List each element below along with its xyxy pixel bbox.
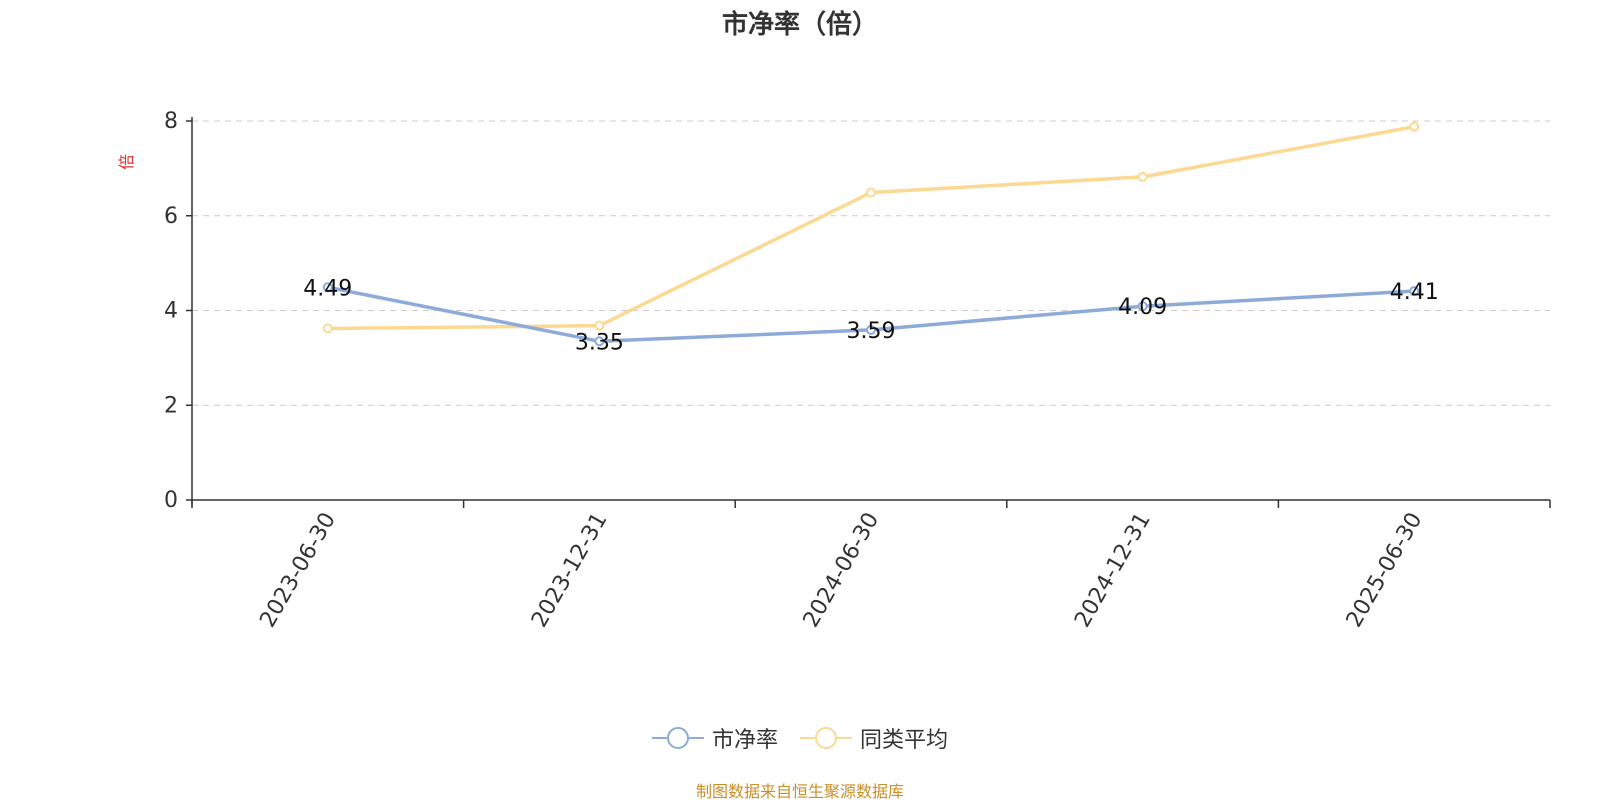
series-layer [322, 121, 1420, 347]
legend-symbol-icon [651, 727, 704, 749]
data-point-1 [1137, 301, 1148, 312]
legend-item-2[interactable]: 同类平均 [800, 722, 948, 754]
grid-layer [192, 120, 1550, 406]
x-tick-label: 2025-06-30 [1342, 509, 1428, 632]
axis-layer: 0 2 4 6 8 2023-06-30 2023-12-31 2024-06-30 2024-… [164, 109, 1551, 632]
data-point-2 [866, 187, 876, 198]
data-point-1 [322, 282, 333, 293]
legend-item-1[interactable]: 市净率 [651, 722, 778, 754]
x-tick-label: 2023-06-30 [255, 509, 341, 632]
data-point-1 [1409, 286, 1420, 297]
y-tick-label: 0 [164, 488, 178, 513]
y-tick-label: 2 [164, 393, 178, 418]
label-layer: 4.49 3.35 3.59 4.09 4.41 [303, 276, 1438, 355]
y-axis-title: 倍 [117, 154, 136, 170]
series-line-2 [327, 124, 1415, 331]
legend: 市净率 同类平均 [0, 722, 1600, 754]
data-label: 4.09 [1118, 295, 1167, 320]
x-tick-label: 2024-06-30 [799, 509, 885, 632]
y-tick-label: 8 [164, 109, 178, 134]
x-tick-label: 2024-12-31 [1070, 509, 1156, 632]
data-point-2 [1137, 171, 1148, 182]
y-tick-label: 6 [164, 204, 178, 229]
x-tick-label: 2023-12-31 [527, 509, 613, 632]
source-footer: 制图数据来自恒生聚源数据库 [695, 782, 904, 801]
data-label: 3.59 [847, 319, 896, 344]
y-tick-label: 4 [164, 299, 178, 324]
data-label: 4.41 [1390, 280, 1439, 305]
data-point-2 [1409, 121, 1420, 132]
data-point-1 [594, 336, 605, 347]
legend-symbol-icon [800, 727, 852, 749]
data-label: 4.49 [303, 276, 352, 301]
legend-label: 市净率 [711, 728, 778, 753]
data-label: 3.35 [575, 330, 624, 355]
legend-label: 同类平均 [860, 728, 949, 753]
data-point-1 [866, 324, 876, 335]
data-point-2 [594, 320, 605, 331]
data-point-2 [322, 323, 333, 334]
chart-title: 市净率（倍） [721, 10, 878, 40]
